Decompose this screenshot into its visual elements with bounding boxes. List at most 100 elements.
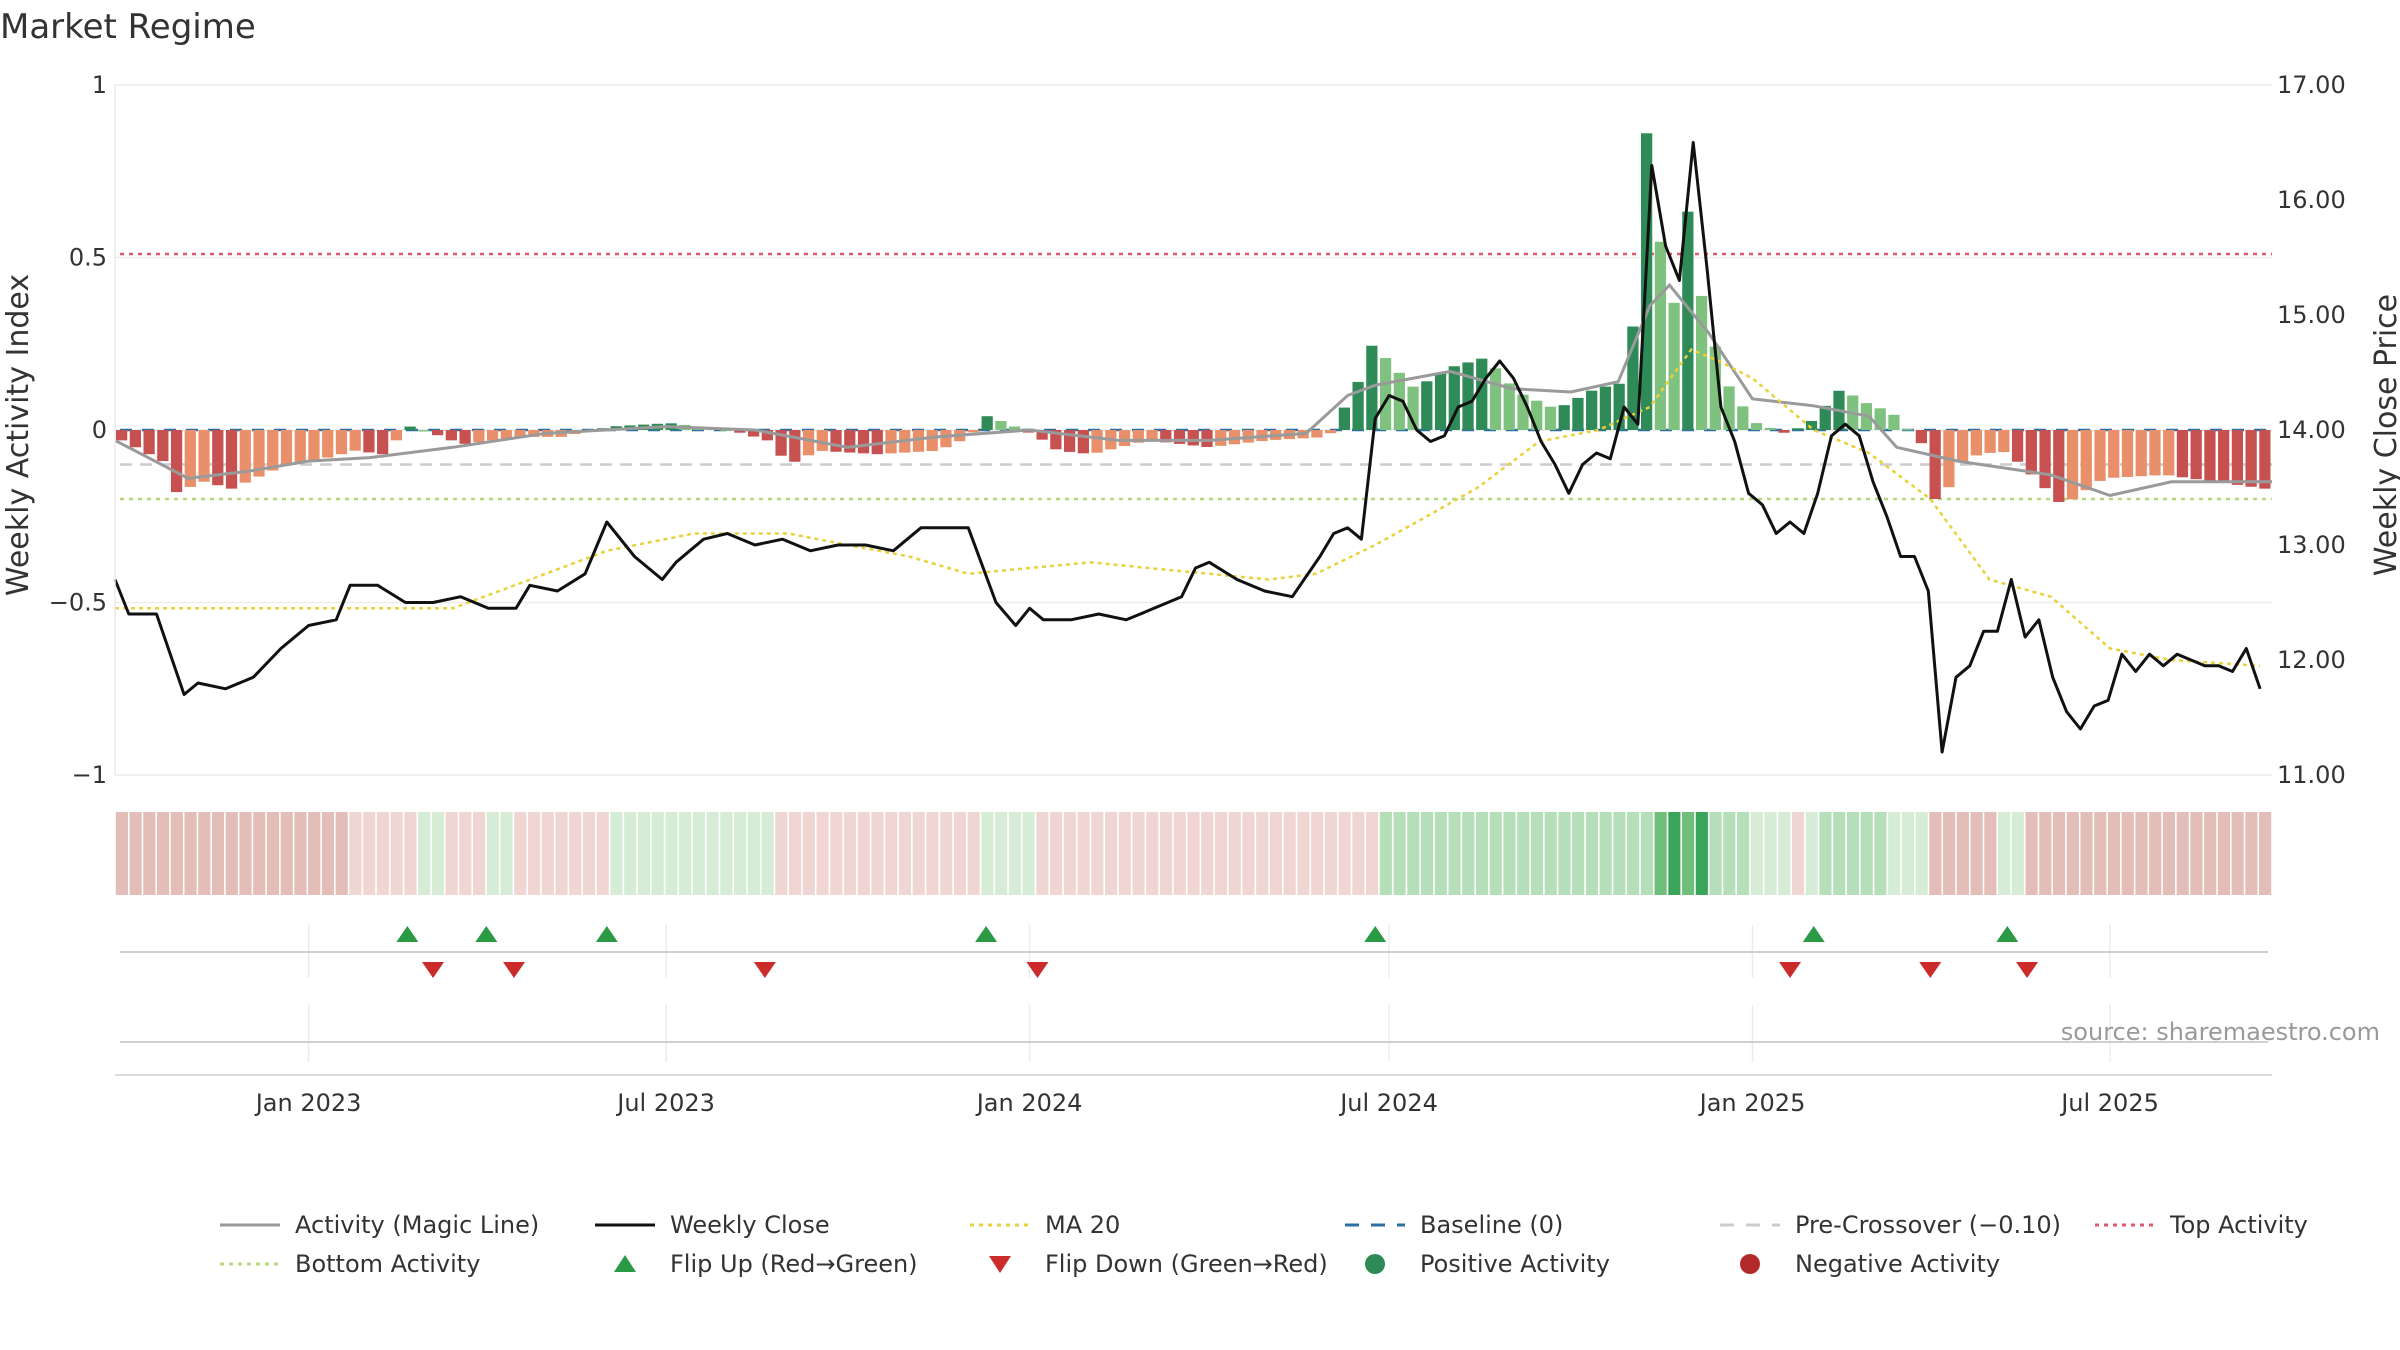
regime-cell	[569, 812, 582, 895]
regime-cell	[1201, 812, 1214, 895]
regime-cell	[789, 812, 802, 895]
activity-bar	[2121, 430, 2134, 477]
regime-cell	[2259, 812, 2272, 895]
regime-cell	[871, 812, 884, 895]
activity-bar	[816, 430, 828, 451]
flip-down-marker	[1779, 962, 1802, 978]
series-lines	[113, 141, 2272, 754]
activity-bar	[1613, 383, 1625, 430]
activity-bar	[1750, 423, 1763, 430]
activity-bar	[129, 430, 141, 448]
activity-bar	[857, 430, 870, 454]
activity-bar	[2176, 430, 2189, 478]
regime-cell	[1517, 812, 1530, 895]
regime-cell	[1833, 812, 1846, 895]
legend-label: Weekly Close	[670, 1211, 830, 1239]
regime-cell	[1544, 812, 1557, 895]
legend-swatch	[1365, 1254, 1385, 1274]
regime-cell	[1970, 812, 1983, 895]
regime-cell	[541, 812, 554, 895]
activity-bar	[967, 430, 980, 433]
activity-bar	[1627, 326, 1639, 430]
regime-cell	[1475, 812, 1489, 895]
activity-bar	[789, 430, 801, 462]
activity-bar	[143, 430, 155, 455]
regime-cell	[431, 812, 444, 895]
flip-down-marker	[1919, 962, 1942, 978]
activity-bar	[1819, 405, 1831, 430]
activity-bar	[1091, 430, 1103, 453]
activity-bar	[1201, 430, 1213, 448]
regime-cell	[308, 812, 321, 895]
activity-bar	[486, 430, 499, 441]
activity-bar	[445, 430, 457, 441]
y-right-tick-label: 13.00	[2277, 531, 2346, 559]
activity-bar	[308, 430, 320, 462]
regime-cell	[2149, 812, 2162, 895]
regime-cell	[1187, 812, 1200, 895]
activity-bar	[2080, 430, 2092, 491]
regime-cell	[1159, 812, 1173, 895]
y-right-tick-label: 16.00	[2277, 186, 2346, 214]
activity-bar	[390, 430, 403, 441]
x-tick-label: Jul 2025	[2059, 1089, 2159, 1117]
regime-cell	[761, 812, 774, 895]
activity-bar	[1682, 211, 1694, 430]
y-axis-left-label: Weekly Activity Index	[1, 274, 36, 596]
regime-cell	[596, 812, 609, 895]
activity-bar	[2245, 430, 2257, 487]
regime-cell	[1489, 812, 1502, 895]
regime-cell	[720, 812, 733, 895]
regime-cell	[321, 812, 335, 895]
regime-cell	[143, 812, 156, 895]
flip-up-marker	[1802, 926, 1825, 942]
activity-bar	[1915, 430, 1928, 444]
activity-bar	[1311, 430, 1323, 438]
activity-bar	[1586, 390, 1598, 430]
activity-bar	[198, 430, 210, 482]
activity-bar	[1695, 295, 1708, 430]
regime-cell	[734, 812, 747, 895]
regime-cell	[1750, 812, 1763, 895]
activity-bar	[1489, 368, 1502, 430]
y-right-tick-label: 14.00	[2277, 416, 2346, 444]
regime-cell	[1420, 812, 1434, 895]
regime-cell	[637, 812, 651, 895]
regime-cell	[1585, 812, 1598, 895]
flip-down-marker	[503, 962, 526, 978]
activity-bar	[431, 430, 444, 436]
regime-cell	[2039, 812, 2052, 895]
weekly-close-line	[113, 141, 2262, 754]
activity-bar	[912, 430, 925, 452]
regime-cell	[1791, 812, 1805, 895]
regime-cell	[1050, 812, 1063, 895]
activity-bar	[1805, 420, 1818, 430]
legend-item: Weekly Close	[595, 1211, 830, 1239]
regime-cell	[1462, 812, 1475, 895]
regime-cell	[898, 812, 912, 895]
regime-cell	[211, 812, 225, 895]
activity-bar	[1118, 430, 1131, 447]
regime-cell	[582, 812, 596, 895]
regime-cell	[2135, 812, 2148, 895]
activity-bar	[2108, 430, 2120, 478]
legend-label: Flip Down (Green→Red)	[1045, 1250, 1328, 1278]
regime-cell	[1682, 812, 1695, 895]
activity-bar	[404, 426, 416, 430]
regime-cell	[1036, 812, 1049, 895]
regime-cell	[1118, 812, 1131, 895]
regime-cell	[1915, 812, 1928, 895]
regime-cell	[184, 812, 197, 895]
activity-bar	[1077, 430, 1089, 454]
activity-bar	[418, 430, 430, 432]
regime-cell	[981, 812, 994, 895]
regime-cell	[2025, 812, 2038, 895]
regime-cell	[1008, 812, 1021, 895]
activity-bar	[1448, 366, 1460, 430]
activity-bar	[871, 430, 883, 455]
regime-cell	[995, 812, 1008, 895]
activity-bar	[830, 430, 842, 452]
regime-cell	[651, 812, 664, 895]
y-right-tick-label: 12.00	[2277, 646, 2346, 674]
regime-cell	[679, 812, 692, 895]
